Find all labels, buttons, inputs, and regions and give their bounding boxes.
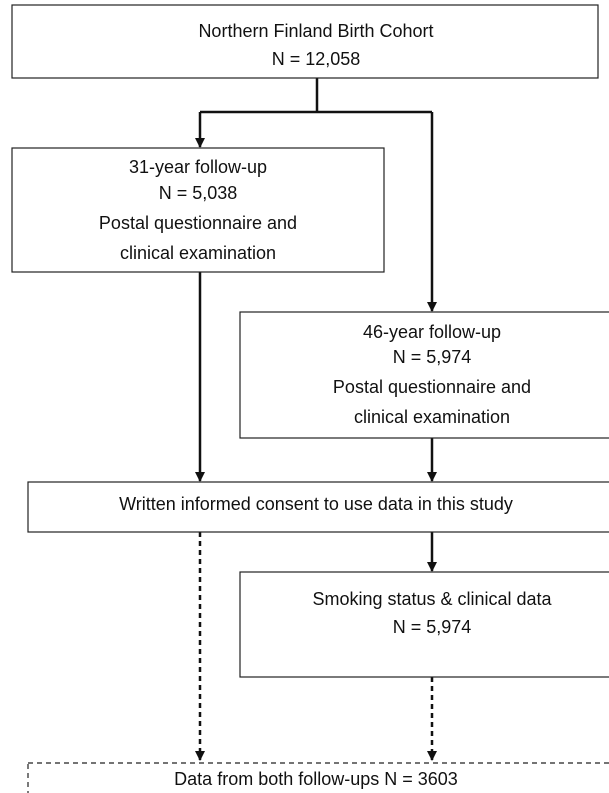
node-text: 31-year follow-up <box>129 157 267 177</box>
node-text: Postal questionnaire and <box>99 213 297 233</box>
node-text: Postal questionnaire and <box>333 377 531 397</box>
box <box>27 481 609 533</box>
node-text: 46-year follow-up <box>363 322 501 342</box>
box <box>11 147 385 273</box>
node-text: Written informed consent to use data in … <box>119 494 513 514</box>
node-text: Data from both follow-ups N = 3603 <box>174 769 458 789</box>
node-text: clinical examination <box>120 243 276 263</box>
node-text: N = 12,058 <box>272 49 361 69</box>
node-text: N = 5,038 <box>159 183 238 203</box>
box <box>11 4 599 79</box>
box <box>239 571 609 678</box>
connector <box>200 78 432 114</box>
node-text: N = 5,974 <box>393 617 472 637</box>
dashed-box <box>27 762 609 793</box>
node-text: N = 5,974 <box>393 347 472 367</box>
box <box>239 311 609 439</box>
node-text: Smoking status & clinical data <box>312 589 552 609</box>
node-text: Northern Finland Birth Cohort <box>198 21 433 41</box>
node-text: clinical examination <box>354 407 510 427</box>
